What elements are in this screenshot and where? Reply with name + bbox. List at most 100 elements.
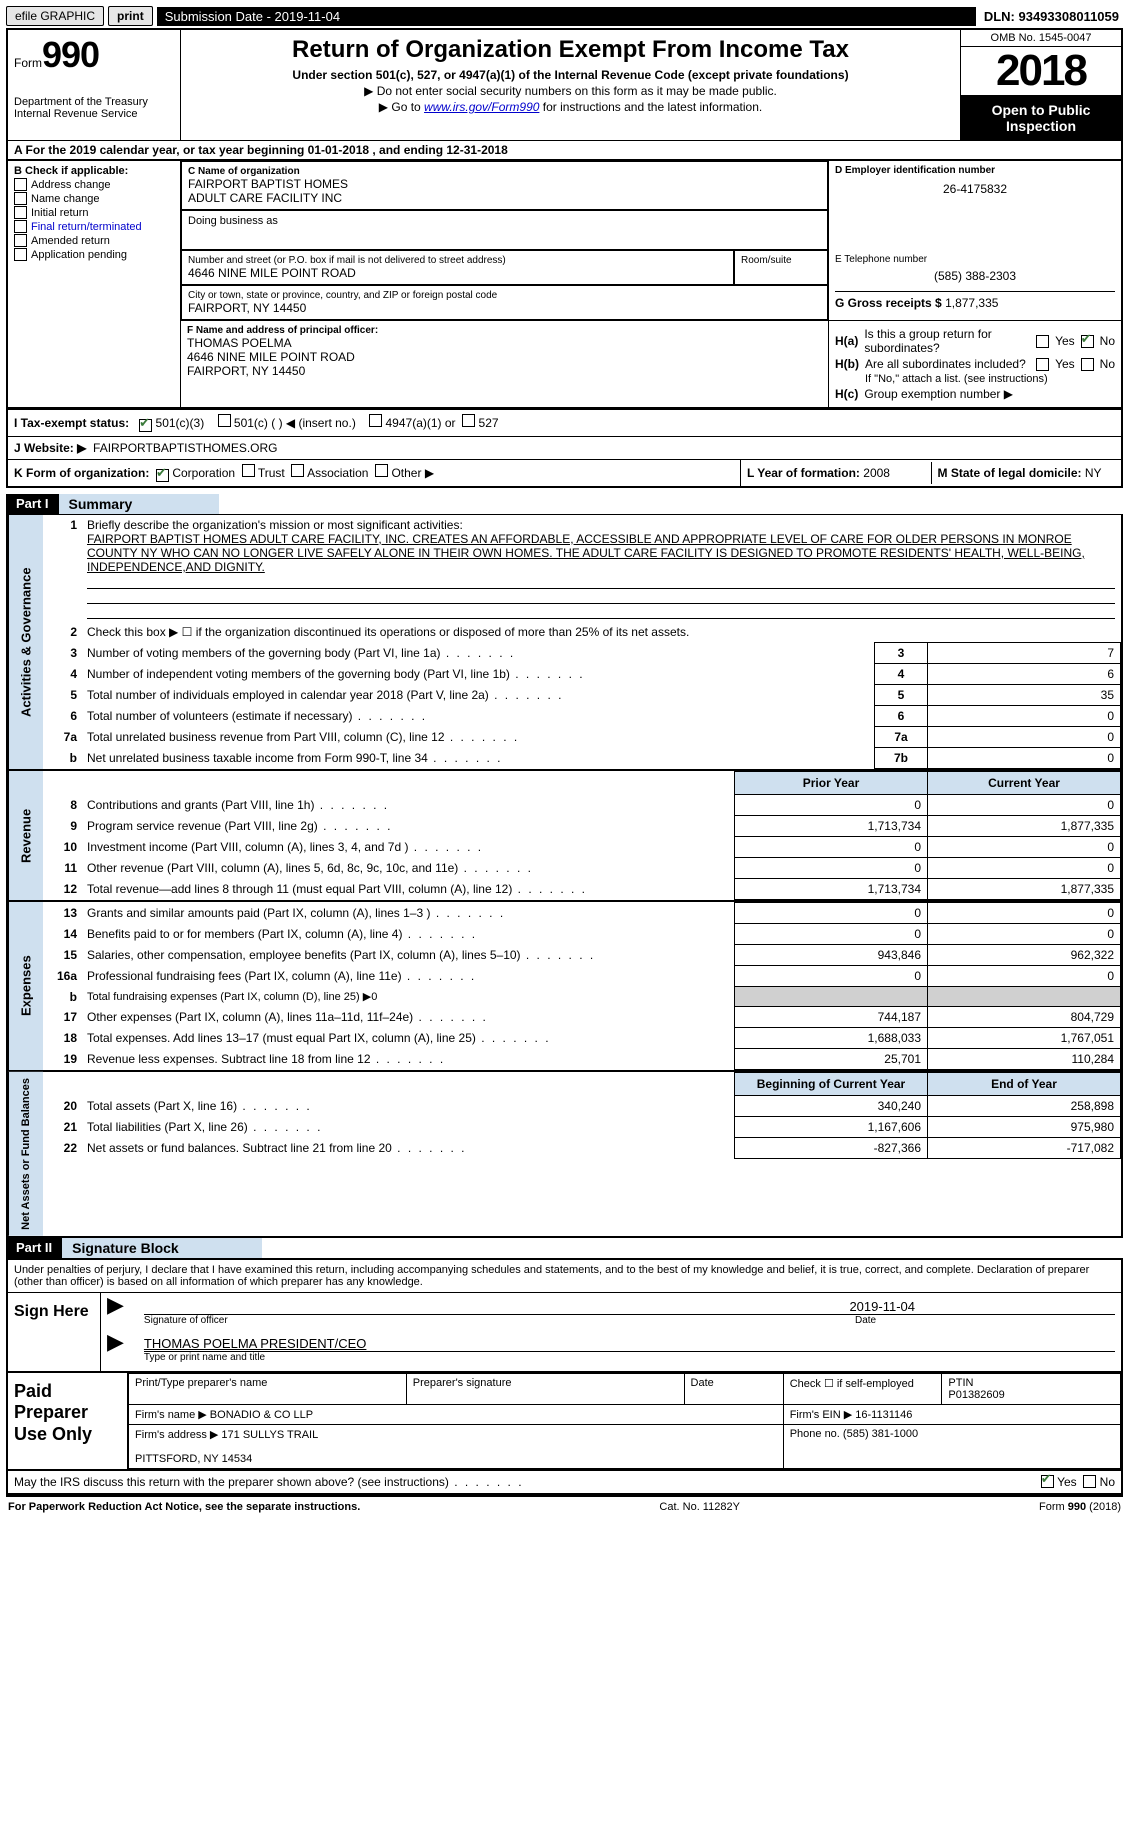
line-num: 16a (43, 966, 81, 987)
amt-prior: 943,846 (735, 945, 928, 966)
line-num: 14 (43, 924, 81, 945)
amt-prior: 0 (735, 837, 928, 858)
h-b: H(b)Are all subordinates included? Yes N… (835, 357, 1115, 371)
line-text: Net unrelated business taxable income fr… (81, 748, 875, 769)
check-initial-return[interactable]: Initial return (14, 206, 174, 219)
amt-shade (928, 987, 1121, 1007)
room-label: Room/suite (741, 255, 821, 266)
netassets-section: Net Assets or Fund Balances Beginning of… (6, 1072, 1123, 1238)
part-ii-header: Part II Signature Block (6, 1238, 1123, 1258)
activities-governance: Activities & Governance 1 Briefly descri… (6, 514, 1123, 771)
discuss-row: May the IRS discuss this return with the… (6, 1471, 1123, 1495)
amt-prior: 25,701 (735, 1049, 928, 1070)
amt-curr: 110,284 (928, 1049, 1121, 1070)
check-amended[interactable]: Amended return (14, 234, 174, 247)
line-num: 7a (43, 727, 81, 748)
check-pending[interactable]: Application pending (14, 248, 174, 261)
amt-prior: 0 (735, 858, 928, 879)
print-button[interactable]: print (108, 6, 153, 26)
amt-prior: 340,240 (735, 1096, 928, 1117)
amt-prior: 1,167,606 (735, 1117, 928, 1138)
line-text: Total assets (Part X, line 16) (81, 1096, 735, 1117)
prep-sig: Preparer's signature (406, 1373, 684, 1404)
irs-link[interactable]: www.irs.gov/Form990 (424, 100, 539, 114)
discuss-no[interactable] (1083, 1475, 1096, 1488)
expenses-section: Expenses 13 Grants and similar amounts p… (6, 902, 1123, 1072)
check-trust[interactable] (242, 464, 255, 477)
prep-ptin: PTINP01382609 (942, 1373, 1121, 1404)
line-text: Number of independent voting members of … (81, 664, 875, 685)
website-value[interactable]: FAIRPORTBAPTISTHOMES.ORG (93, 441, 277, 455)
mission-text: FAIRPORT BAPTIST HOMES ADULT CARE FACILI… (87, 532, 1085, 574)
check-final-return[interactable]: Final return/terminated (14, 220, 174, 233)
org-name-label: C Name of organization (188, 166, 821, 177)
line-box: 4 (875, 664, 928, 685)
check-name-change[interactable]: Name change (14, 192, 174, 205)
line-text: Total number of volunteers (estimate if … (81, 706, 875, 727)
arrow-icon: ▶ (107, 1336, 124, 1363)
line-text: Grants and similar amounts paid (Part IX… (81, 903, 735, 924)
amt-curr: 0 (928, 903, 1121, 924)
check-4947[interactable] (369, 414, 382, 427)
check-527[interactable] (462, 414, 475, 427)
firm-ein: Firm's EIN ▶ 16-1131146 (783, 1404, 1120, 1424)
line-num: 8 (43, 795, 81, 816)
h-c: H(c)Group exemption number ▶ (835, 387, 1115, 401)
signature-block: Under penalties of perjury, I declare th… (6, 1258, 1123, 1471)
tax-year: 2018 (961, 47, 1121, 96)
h-note: If "No," attach a list. (see instruction… (835, 373, 1115, 385)
line-num: 13 (43, 903, 81, 924)
sig-date-value: 2019-11-04 (144, 1299, 1115, 1315)
prep-self[interactable]: Check ☐ if self-employed (783, 1373, 942, 1404)
line-text: Total fundraising expenses (Part IX, col… (81, 987, 735, 1007)
org-name: FAIRPORT BAPTIST HOMES ADULT CARE FACILI… (188, 177, 821, 205)
line-num: 17 (43, 1007, 81, 1028)
return-title: Return of Organization Exempt From Incom… (189, 36, 952, 64)
sign-here-label: Sign Here (8, 1293, 101, 1371)
line-box: 3 (875, 643, 928, 664)
line-num: 12 (43, 879, 81, 900)
line-value: 6 (928, 664, 1121, 685)
line-text: Other expenses (Part IX, column (A), lin… (81, 1007, 735, 1028)
check-assoc[interactable] (291, 464, 304, 477)
line-num: 22 (43, 1138, 81, 1159)
revenue-section: Revenue Prior Year Current Year 8 Contri… (6, 771, 1123, 902)
row-j: J Website: ▶ FAIRPORTBAPTISTHOMES.ORG (7, 437, 1122, 460)
check-address-change[interactable]: Address change (14, 178, 174, 191)
officer-printed: THOMAS POELMA PRESIDENT/CEO (144, 1336, 1115, 1352)
hdr-curr: Current Year (928, 772, 1121, 795)
row-k: K Form of organization: Corporation Trus… (7, 460, 741, 488)
line-value: 35 (928, 685, 1121, 706)
row-ijk: I Tax-exempt status: 501(c)(3) 501(c) ( … (6, 409, 1123, 488)
check-501c3[interactable] (139, 419, 152, 432)
amt-prior: 0 (735, 924, 928, 945)
perjury-text: Under penalties of perjury, I declare th… (8, 1260, 1121, 1293)
discuss-yes[interactable] (1041, 1475, 1054, 1488)
line-value: 7 (928, 643, 1121, 664)
line-text: Other revenue (Part VIII, column (A), li… (81, 858, 735, 879)
topbar: efile GRAPHIC print Submission Date - 20… (6, 6, 1123, 26)
check-corp[interactable] (156, 469, 169, 482)
officer-addr1: 4646 NINE MILE POINT ROAD (187, 350, 822, 364)
dln-label: DLN: 93493308011059 (980, 7, 1123, 26)
hdr-begin: Beginning of Current Year (735, 1073, 928, 1096)
firm-phone: Phone no. (585) 381-1000 (783, 1424, 1120, 1468)
form-header: Form990 Department of the Treasury Inter… (6, 28, 1123, 161)
line-num: 4 (43, 664, 81, 685)
line-text: Net assets or fund balances. Subtract li… (81, 1138, 735, 1159)
line-text: Salaries, other compensation, employee b… (81, 945, 735, 966)
line-num: b (43, 987, 81, 1007)
state-domicile: NY (1085, 466, 1102, 480)
check-other[interactable] (375, 464, 388, 477)
efile-label: efile GRAPHIC (6, 6, 104, 26)
city-label: City or town, state or province, country… (188, 290, 821, 301)
officer-name: THOMAS POELMA (187, 336, 822, 350)
paid-preparer: Paid Preparer Use Only Print/Type prepar… (8, 1371, 1121, 1469)
info-block: B Check if applicable: Address change Na… (6, 161, 1123, 409)
check-501c[interactable] (218, 414, 231, 427)
row-i: I Tax-exempt status: 501(c)(3) 501(c) ( … (7, 410, 1122, 437)
line-text: Program service revenue (Part VIII, line… (81, 816, 735, 837)
dba-label: Doing business as (188, 215, 821, 227)
line-num: 6 (43, 706, 81, 727)
amt-curr: 1,767,051 (928, 1028, 1121, 1049)
